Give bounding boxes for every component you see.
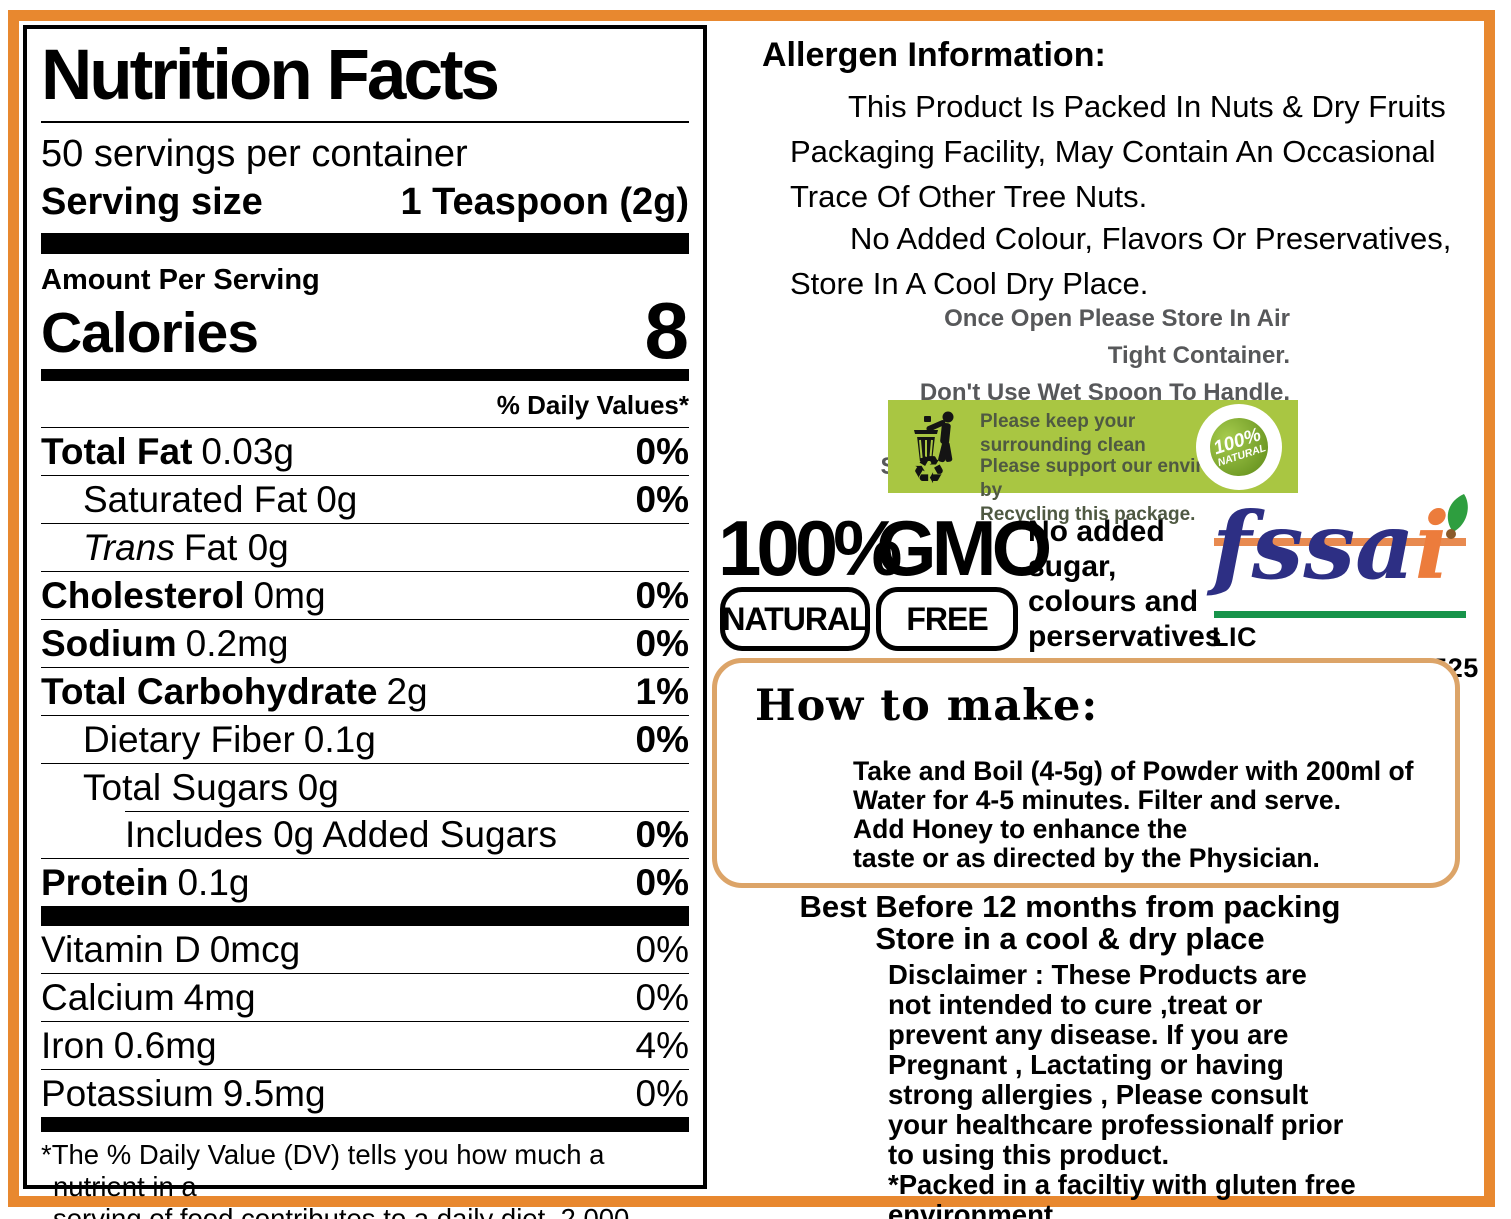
nutrient-name: Cholesterol [41,575,245,616]
divider-bar [41,906,689,926]
calories-row: Calories 8 [41,286,690,375]
allergen-paragraph: This Product Is Packed In Nuts & Dry Fru… [790,89,1446,214]
nutrient-dv: 0% [635,1073,689,1114]
fssai-logo: fssai LIC NO.12421023001525 [1212,492,1478,683]
nutrient-dv: 4% [635,1025,689,1066]
claim-100-percent: 100% [718,504,902,592]
nutrient-dv: 0% [635,575,689,616]
nutrient-row-total-fat: Total Fat 0.03g 0% [41,427,689,475]
nutrient-name: Includes 0g Added Sugars [125,814,557,855]
nutrient-name: Total Fat [41,431,193,472]
nutrient-dv: 0% [635,479,689,520]
nutrient-name: Sodium [41,623,177,664]
nutrition-facts-title: Nutrition Facts [41,33,689,123]
nutrient-amount: 0.1g [177,862,250,903]
litter-disposal-icon [914,411,954,463]
eco-strip: Please keep your surrounding clean ♻ Ple… [888,400,1298,525]
how-to-make-heading: How to make: [755,681,1099,731]
nutrient-amount: 0.2mg [185,623,289,664]
nutrient-row-total-carbohydrate: Total Carbohydrate 2g 1% [41,667,689,715]
daily-values-header: % Daily Values* [496,390,689,420]
nutrient-row-dietary-fiber: Dietary Fiber 0.1g 0% [41,715,689,763]
nutrient-amount: 0.1g [303,719,376,760]
nutrient-amount: 4mg [183,977,256,1018]
best-before-text: Best Before 12 months from packing Store… [799,889,1341,956]
fssai-wordmark-orange: i [1414,492,1450,600]
nutrient-amount: 9.5mg [222,1073,326,1114]
nutrient-row-added-sugars: Includes 0g Added Sugars 0% [41,811,689,858]
fssai-orange-bar [1214,538,1466,546]
disclaimer-text: Disclaimer : These Products are not inte… [888,959,1356,1219]
nutrient-row-vitamin-d: Vitamin D 0mcg 0% [41,926,689,973]
nutrient-name: Iron [41,1025,105,1066]
fssai-green-bar [1214,611,1466,618]
nutrient-name: Protein [41,862,169,903]
nutrient-row-protein: Protein 0.1g 0% [41,858,689,906]
nutrient-dv: 0% [635,862,689,903]
nutrient-name: Saturated Fat [83,479,308,520]
daily-value-footnote: *The % Daily Value (DV) tells you how mu… [41,1139,630,1219]
calories-value: 8 [644,286,690,375]
how-to-make-box: How to make: Take and Boil (4-5g) of Pow… [712,658,1460,888]
nutrient-dv: 0% [635,623,689,664]
nutrient-amount: 0g [297,767,339,808]
nutrient-row-calcium: Calcium 4mg 0% [41,973,689,1021]
nutrient-dv: 0% [635,977,689,1018]
fssai-wordmark-blue: fssa [1212,492,1415,600]
nutrient-amount: Fat 0g [183,527,289,568]
leaf-icon [1446,494,1468,539]
nutrient-dv: 0% [635,814,689,855]
how-to-make-instructions: Take and Boil (4-5g) of Powder with 200m… [853,756,1414,873]
nutrient-name: Potassium [41,1073,214,1114]
nutrient-row-iron: Iron 0.6mg 4% [41,1021,689,1069]
claim-gmo: GMO [876,504,1052,592]
keep-clean-text: Please keep your surrounding clean [980,411,1146,456]
servings-per-container: 50 servings per container [41,133,468,175]
nutrient-dv: 1% [635,671,689,712]
no-additives-paragraph: No Added Colour, Flavors Or Preservative… [790,221,1452,301]
nutrient-dv: 0% [635,929,689,970]
nutrient-dv: 0% [635,719,689,760]
nutrient-name: Vitamin D [41,929,201,970]
nutrient-row-total-sugars: Total Sugars 0g [41,763,689,811]
clipped-text-fragment: - - - [1117,873,1184,882]
nutrient-amount: 0g [316,479,358,520]
divider-bar [41,369,689,381]
nutrient-amount: 0.6mg [113,1025,217,1066]
nutrient-row-saturated-fat: Saturated Fat 0g 0% [41,475,689,523]
nutrient-name: Total Sugars [83,767,289,808]
divider-bar [41,1117,689,1132]
serving-size-row: Serving size 1 Teaspoon (2g) [41,177,689,233]
nutrient-amount: 0mcg [209,929,301,970]
nutrient-name: Total Carbohydrate [41,671,378,712]
no-added-sugar-text: No added sugar, colours and perservative… [1028,515,1222,653]
allergen-heading: Allergen Information: [762,36,1106,74]
natural-pill: NATURAL [720,587,870,651]
nutrient-amount: 0mg [253,575,326,616]
nutrient-dv: 0% [635,431,689,472]
nutrient-name: Calcium [41,977,175,1018]
nutrient-amount: 2g [386,671,428,712]
serving-size-label: Serving size [41,181,263,223]
nutrient-name: Dietary Fiber [83,719,295,760]
nutrient-row-sodium: Sodium 0.2mg 0% [41,619,689,667]
natural-100-badge: 100% NATURAL [1196,404,1282,490]
divider-bar [41,233,689,254]
nutrition-facts-panel: Nutrition Facts 50 servings per containe… [23,25,707,1219]
nutrient-amount: 0.03g [201,431,295,472]
fssai-wordmark: fssai [1212,486,1450,606]
nutrient-name-italic: Trans [83,527,175,568]
gmo-free-pill: FREE [876,587,1018,651]
recycle-icon: ♻ [912,448,947,492]
calories-label: Calories [41,301,259,365]
nutrient-row-cholesterol: Cholesterol 0mg 0% [41,571,689,619]
nutrient-row-potassium: Potassium 9.5mg 0% [41,1069,689,1117]
serving-size-value: 1 Teaspoon (2g) [400,181,689,223]
natural-100-badge-inner: 100% NATURAL [1202,410,1276,484]
amount-per-serving-label: Amount Per Serving [41,264,320,296]
nutrient-row-trans-fat: Trans Fat 0g [41,523,689,571]
